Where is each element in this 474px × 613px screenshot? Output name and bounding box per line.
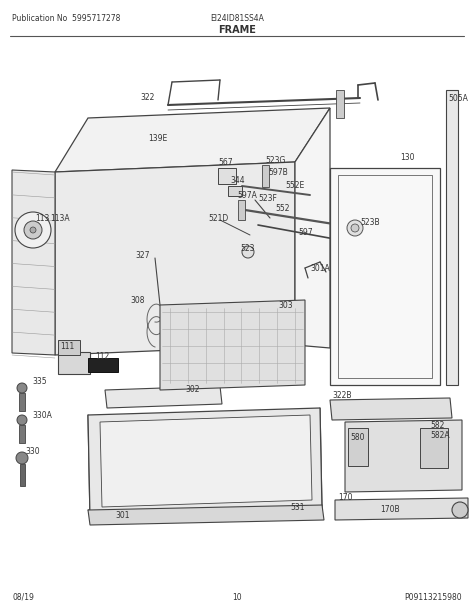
Circle shape [16,452,28,464]
Text: 322: 322 [140,93,155,102]
Polygon shape [330,168,440,385]
Polygon shape [295,108,330,348]
Polygon shape [12,170,55,355]
Text: 597A: 597A [237,191,257,199]
Text: Publication No  5995717278: Publication No 5995717278 [12,13,120,23]
Text: 552: 552 [275,204,290,213]
Text: 523B: 523B [360,218,380,226]
Text: 08/19: 08/19 [12,593,34,601]
Bar [228,186,242,196]
Text: 322B: 322B [332,392,352,400]
Polygon shape [446,90,458,385]
Polygon shape [55,108,330,172]
Circle shape [15,212,51,248]
Bar [420,428,448,468]
Text: 597: 597 [298,227,313,237]
Polygon shape [88,505,324,525]
Bar [238,200,245,220]
Text: 113A: 113A [50,213,70,223]
Text: 567: 567 [218,158,233,167]
Bar [218,168,236,184]
Text: 597B: 597B [268,167,288,177]
Text: 523: 523 [240,243,255,253]
Text: 301: 301 [115,511,129,519]
Text: 170B: 170B [380,506,400,514]
Polygon shape [88,408,322,518]
Text: 523F: 523F [258,194,277,202]
Text: 139E: 139E [148,134,167,142]
Text: 582A: 582A [430,430,450,440]
Text: 10: 10 [232,593,242,601]
Bar [262,165,269,187]
Bar [58,352,90,374]
Text: 170: 170 [338,492,353,501]
Bar [19,425,25,443]
Text: 523G: 523G [265,156,285,164]
Bar [88,358,118,372]
Text: 327: 327 [135,251,149,259]
Bar [58,340,80,355]
Circle shape [347,220,363,236]
Text: 111: 111 [60,341,74,351]
Circle shape [30,227,36,233]
Polygon shape [160,300,305,390]
Text: 531: 531 [290,503,304,512]
Text: 505A: 505A [448,94,468,102]
Circle shape [242,246,254,258]
Text: 521D: 521D [208,213,228,223]
Polygon shape [330,398,452,420]
Text: 113: 113 [35,213,49,223]
Polygon shape [335,498,468,520]
Polygon shape [345,420,462,492]
Text: 344: 344 [230,175,245,185]
Text: 330: 330 [25,447,40,457]
Text: FRAME: FRAME [218,25,256,35]
Text: 308: 308 [130,295,145,305]
Circle shape [17,383,27,393]
Circle shape [351,224,359,232]
Text: 302: 302 [185,386,200,395]
Polygon shape [55,162,295,355]
Text: 330A: 330A [32,411,52,419]
Text: P09113215980: P09113215980 [404,593,462,601]
Text: 301A: 301A [310,264,330,273]
Bar [20,464,25,486]
Text: 582: 582 [430,421,444,430]
Text: 303: 303 [278,300,292,310]
Polygon shape [100,415,312,507]
Circle shape [452,502,468,518]
Circle shape [17,415,27,425]
Polygon shape [105,386,222,408]
Bar [348,428,368,466]
Text: 112: 112 [95,351,109,360]
Text: 130: 130 [400,153,414,161]
Text: 335: 335 [32,378,46,387]
Text: 552E: 552E [285,180,304,189]
Text: EI24ID81SS4A: EI24ID81SS4A [210,13,264,23]
Bar [19,393,25,411]
Text: 580: 580 [350,433,365,443]
Circle shape [24,221,42,239]
Bar [336,90,344,118]
